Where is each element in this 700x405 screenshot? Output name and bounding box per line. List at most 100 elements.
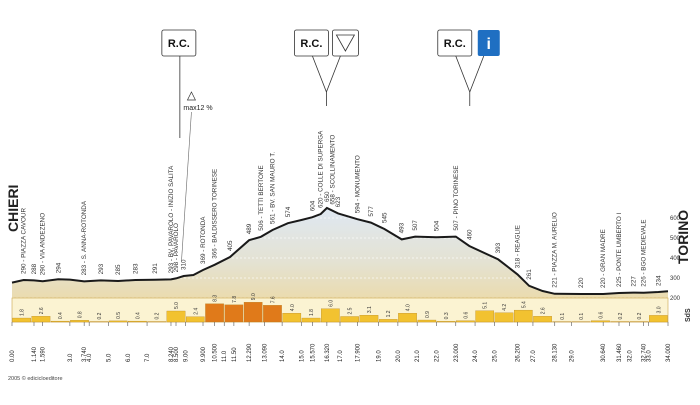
km-label: 19.0 [377,350,383,362]
finish-town-label: TORINO [675,210,691,264]
rc-label: R.C. [168,38,190,50]
gradient-bar [109,321,127,322]
place-label: 227 [630,276,637,287]
gradient-label: 1.8 [20,309,26,316]
place-label: 561 - BV. SAN MAURO T. [269,152,276,224]
gradient-label: 4.2 [502,304,508,311]
max-gradient-label: max12 % [183,105,212,112]
info-icon: i [487,36,491,53]
place-label: 294 [55,262,62,273]
gradient-label: 0.5 [116,312,122,319]
place-label: 283 - S. ANNA-ROTONDA [81,200,88,275]
rc-marker: R.C. i [438,30,500,106]
marker-pointer [312,56,326,92]
km-label: 7.0 [145,353,151,362]
place-label: 221 - PIAZZA M. AURELIO [552,212,559,288]
gradient-label: 1.2 [386,310,392,317]
y-tick-label: 300 [670,276,681,282]
gradient-bar [398,313,416,322]
place-label: 507 - PINO TORINESE [453,165,460,230]
gradient-label: 7.8 [232,296,238,303]
gradient-label: 3.1 [367,306,373,313]
place-label: 220 - GRAN MADRE [600,229,607,288]
km-label: 33.0 [647,350,653,362]
gradient-bar [533,316,551,322]
gradient-label: 0.4 [58,312,64,319]
place-label: 291 [152,263,159,274]
km-label: 32.0 [627,350,633,362]
place-label: 574 [285,206,292,217]
km-label: 15.0 [299,350,305,362]
place-label: 290 - VIA ANDEZENO [40,213,47,275]
km-label: 29.0 [570,350,576,362]
km-label: 20.0 [396,350,402,362]
gradient-bar [360,315,378,322]
gradient-label: 0.3 [444,312,450,319]
marker-pointer [470,56,484,92]
place-label: 366 - BALDISSERO TORINESE [212,169,219,259]
gradient-label: 0.6 [598,312,604,319]
km-label: 16.320 [325,343,331,362]
km-label: 0.00 [10,350,16,362]
place-label: 405 [227,240,234,251]
place-label: 623 [335,196,342,207]
km-label: 31.460 [617,343,623,362]
gradient-label: 2.6 [541,307,547,314]
km-label: 10.500 [213,343,219,362]
gradient-label: 2.6 [39,307,45,314]
gradient-label: 8.3 [213,295,219,302]
place-label: 507 [412,220,419,231]
km-label: 25.0 [492,350,498,362]
gradient-label: 5.4 [521,301,527,308]
place-label: 285 [115,264,122,275]
place-label: 288 [31,263,38,274]
place-label: 393 [495,242,502,253]
km-label: 3.0 [68,353,74,362]
km-label: 17.0 [338,350,344,362]
gradient-label: 7.6 [270,296,276,303]
place-label: 460 [466,229,473,240]
km-label: 11.50 [232,347,238,362]
place-label: 369 - ROTONDA [200,216,207,264]
gradient-label: 0.6 [463,312,469,319]
km-label: 17.900 [355,343,361,362]
gradient-label: 2.5 [348,307,354,314]
place-label: 594 - MONUMENTO [354,155,361,213]
sds-label: SdS [685,308,692,322]
km-label: 22.0 [434,350,440,362]
km-label: 9.00 [184,350,190,362]
gradient-bar [13,318,31,322]
place-label: 658 - SCOLLINAMENTO [329,135,336,205]
km-label: 6.0 [126,353,132,362]
copyright-text: 2005 © edicicloeditore [8,376,63,382]
place-label: 504 [433,220,440,231]
gradient-bar [186,317,204,322]
gradient-bar [456,321,474,322]
gradient-label: 4.0 [406,304,412,311]
km-label: 34.000 [666,343,672,362]
place-label: 261 [526,269,533,280]
gradient-bar [514,310,532,322]
gradient-bar [649,315,667,322]
km-label: 1.140 [32,346,38,362]
gradient-label: 0.1 [560,313,566,320]
gradient-bar [205,304,223,322]
y-tick-label: 200 [670,296,681,302]
place-label: 493 [399,222,406,233]
km-label: 15.570 [310,343,316,362]
feed-zone-box [332,30,358,56]
marker-pointer [456,56,470,92]
gradient-label: 2.4 [193,308,199,315]
rc-label: R.C. [444,38,466,50]
max-gradient-pointer [181,112,191,262]
km-label: 12.290 [247,343,253,362]
gradient-bar [302,318,320,322]
km-label: 13.090 [263,343,269,362]
place-label: 545 [381,212,388,223]
gradient-bar [379,319,397,322]
gradient-bar [225,305,243,322]
gradient-bar [341,317,359,323]
marker-pointer [326,56,340,92]
